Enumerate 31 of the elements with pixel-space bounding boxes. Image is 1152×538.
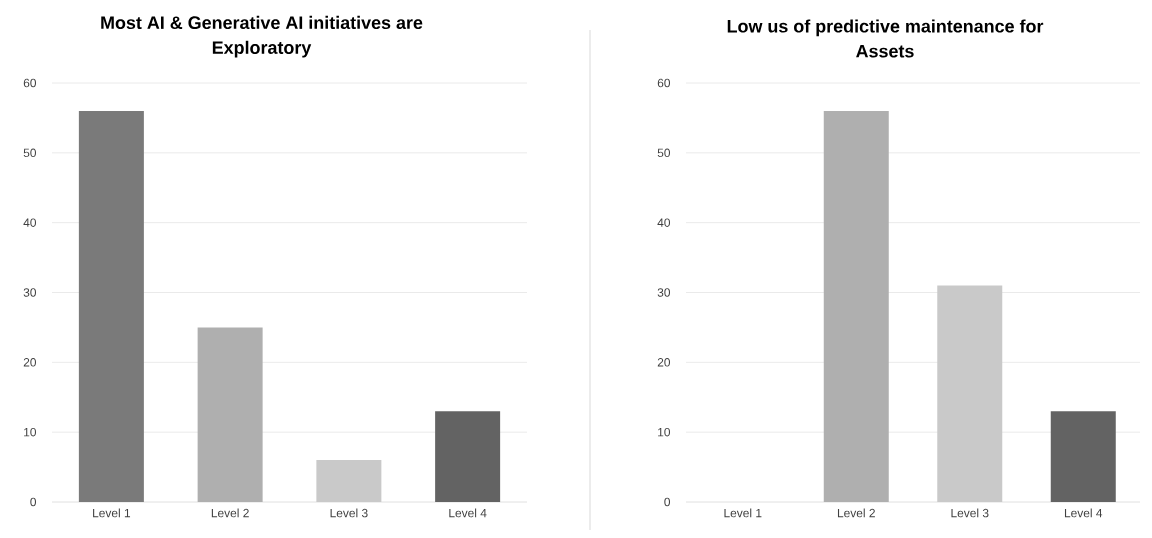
y-tick-label: 50: [657, 148, 671, 158]
x-tick-label: Level 3: [951, 508, 989, 518]
bar: [823, 110, 889, 502]
y-tick-label: 40: [23, 218, 37, 227]
bar: [78, 110, 144, 502]
y-tick-label: 20: [23, 358, 37, 367]
y-tick-label: 10: [658, 427, 671, 437]
bar: [197, 327, 263, 502]
y-tick-label: 0: [30, 497, 37, 507]
y-tick-label: 60: [23, 78, 37, 88]
x-tick-label: Level 4: [449, 508, 487, 518]
x-tick-label: Level 1: [93, 508, 131, 518]
x-tick-label: Level 3: [330, 508, 368, 518]
y-tick-label: 0: [664, 497, 671, 507]
y-tick-label: 20: [657, 358, 671, 367]
chart-title: Most AI & Generative AI initiatives are Exploratory: [101, 15, 423, 58]
bar: [1050, 411, 1116, 502]
x-tick-label: Level 1: [724, 508, 762, 518]
chart-title: Low us of predictive maintenance for Assets: [727, 19, 1044, 58]
x-tick-label: Level 4: [1064, 508, 1103, 518]
bar: [937, 285, 1003, 502]
y-tick-label: 30: [657, 288, 671, 297]
y-tick-label: 10: [24, 427, 37, 437]
y-tick-label: 30: [23, 288, 37, 297]
y-tick-label: 60: [657, 78, 671, 88]
x-tick-label: Level 2: [211, 508, 249, 518]
bar: [435, 411, 501, 502]
y-tick-label: 40: [657, 218, 671, 227]
x-tick-label: Level 2: [837, 508, 875, 518]
bar: [316, 460, 382, 502]
y-tick-label: 50: [23, 148, 37, 158]
